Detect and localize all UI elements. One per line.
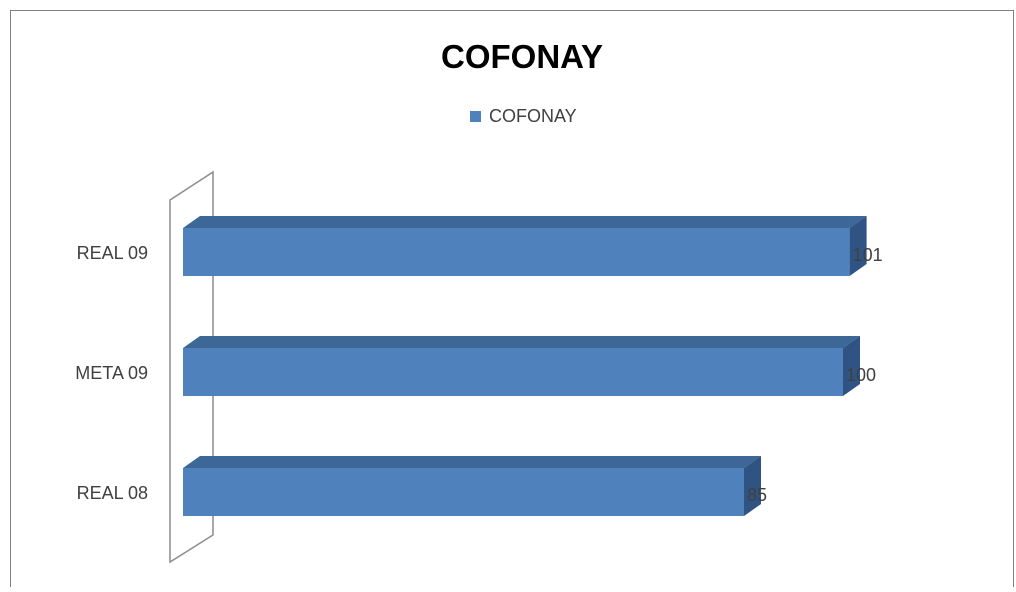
category-label: REAL 09 bbox=[77, 243, 148, 263]
bars bbox=[183, 216, 867, 516]
bar-front-face bbox=[183, 348, 843, 396]
chart-title: COFONAY bbox=[441, 38, 603, 75]
bar-top-face bbox=[183, 336, 860, 348]
legend: COFONAY bbox=[470, 106, 577, 126]
data-label: 85 bbox=[747, 485, 767, 505]
data-labels: 101 100 85 bbox=[747, 245, 883, 505]
bar bbox=[183, 336, 860, 396]
bar-front-face bbox=[183, 228, 850, 276]
category-labels: REAL 09 META 09 REAL 08 bbox=[75, 243, 148, 503]
bar-side-face bbox=[849, 216, 867, 276]
bar-side-face bbox=[744, 456, 761, 516]
axis-wall-outline bbox=[169, 170, 214, 564]
category-label: META 09 bbox=[75, 363, 148, 383]
bar-top-face bbox=[183, 216, 867, 228]
data-label: 101 bbox=[853, 245, 883, 265]
legend-swatch bbox=[470, 111, 481, 122]
bar bbox=[183, 456, 761, 516]
bar bbox=[183, 216, 867, 276]
bar-side-face bbox=[843, 336, 860, 396]
bar-front-face bbox=[183, 468, 744, 516]
bar-top-face bbox=[183, 456, 761, 468]
category-label: REAL 08 bbox=[77, 483, 148, 503]
data-label: 100 bbox=[846, 365, 876, 385]
legend-label: COFONAY bbox=[489, 106, 577, 126]
axis-wall bbox=[169, 170, 214, 564]
